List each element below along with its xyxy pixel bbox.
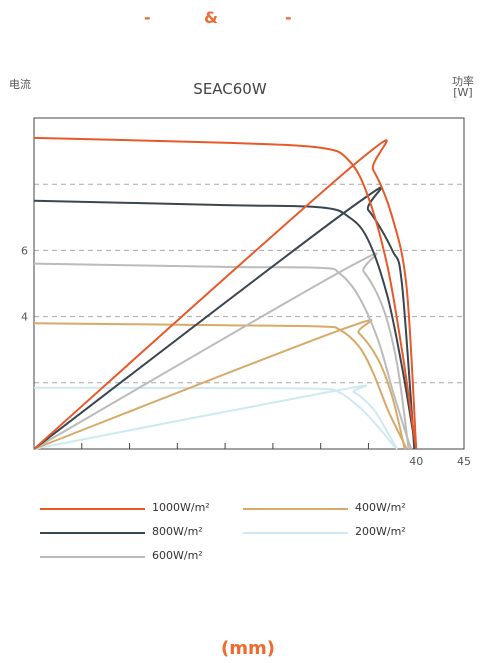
plot-frame: [33, 117, 465, 450]
iv-curve: [33, 262, 413, 450]
y2-axis-label-power: 功率 [W]: [452, 75, 474, 99]
iv-curve: [33, 322, 408, 450]
legend-label-1000: 1000W/m²: [152, 501, 210, 514]
legend-swatch-400: [243, 508, 348, 510]
dimension-unit-label: (mm): [221, 638, 275, 659]
x-tick-label: 45: [457, 455, 471, 468]
legend-label-200: 200W/m²: [355, 525, 406, 538]
pv-curve: [33, 384, 398, 450]
y-tick-label: 6: [21, 244, 28, 257]
x-tick-label: 40: [409, 455, 423, 468]
legend-label-800: 800W/m²: [152, 525, 203, 538]
iv-pv-chart: 4 6 40 45: [21, 117, 471, 468]
header-dash-left: -: [144, 8, 151, 27]
pv-curve: [33, 318, 406, 450]
header-ampersand: &: [204, 8, 218, 27]
series-layer: [33, 136, 418, 450]
legend-swatch-200: [243, 532, 348, 534]
y-axis-label-current: 电流: [9, 78, 31, 91]
iv-curve: [33, 386, 398, 450]
pv-curve: [33, 252, 410, 450]
header-dash-right: -: [285, 8, 292, 27]
iv-curve: [33, 199, 418, 450]
chart-title: SEAC60W: [193, 80, 267, 98]
y-tick-label: 4: [21, 311, 28, 324]
pv-curve: [33, 139, 418, 450]
tick-layer: 4 6 40 45: [21, 244, 471, 468]
legend-swatch-800: [40, 532, 145, 534]
legend-swatch-600: [40, 556, 145, 558]
iv-curve: [33, 136, 418, 450]
legend-label-400: 400W/m²: [355, 501, 406, 514]
legend-label-600: 600W/m²: [152, 549, 203, 562]
legend-swatch-1000: [40, 508, 145, 510]
pv-curve: [33, 186, 416, 450]
